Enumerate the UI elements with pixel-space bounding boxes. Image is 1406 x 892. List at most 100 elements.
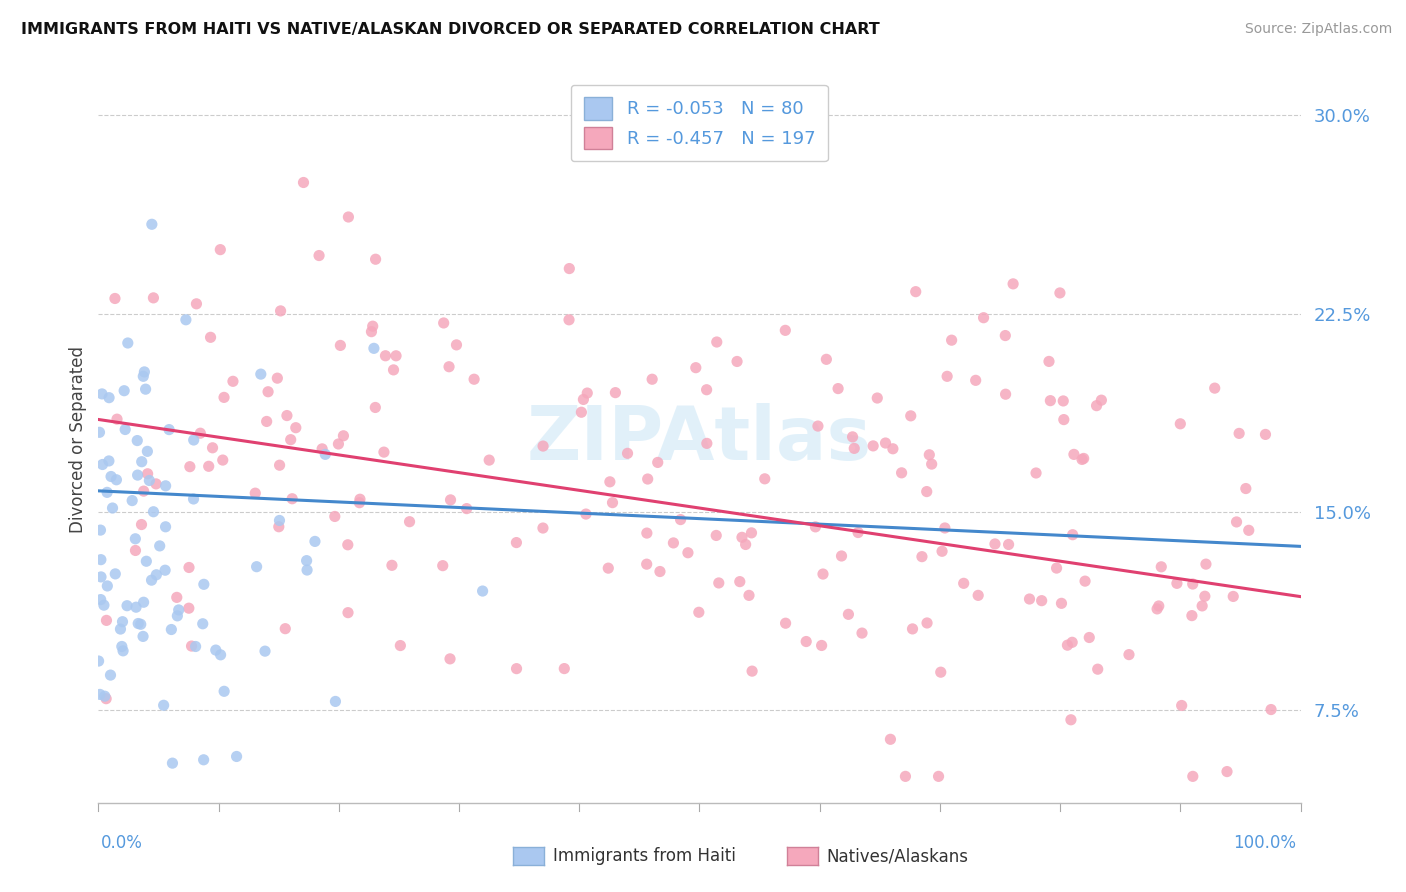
Point	[193, 577, 215, 591]
Point	[132, 629, 155, 643]
Point	[439, 492, 461, 507]
Point	[336, 538, 359, 552]
Point	[89, 687, 111, 701]
Point	[314, 447, 336, 461]
Point	[662, 536, 685, 550]
Point	[706, 334, 728, 349]
Point	[553, 662, 575, 676]
Point	[166, 591, 188, 605]
Point	[111, 640, 134, 654]
Point	[135, 382, 157, 396]
Point	[276, 409, 298, 423]
Point	[1181, 769, 1204, 783]
Point	[115, 599, 138, 613]
Point	[166, 608, 188, 623]
Point	[157, 423, 180, 437]
Point	[827, 382, 849, 396]
Point	[921, 457, 943, 471]
Point	[329, 338, 352, 352]
Point	[311, 442, 333, 456]
Point	[1260, 702, 1282, 716]
Point	[246, 559, 269, 574]
Text: 0.0%: 0.0%	[101, 834, 143, 852]
Point	[807, 419, 830, 434]
Point	[775, 616, 797, 631]
Point	[1060, 713, 1083, 727]
Point	[890, 466, 912, 480]
Point	[361, 319, 384, 334]
Text: Source: ZipAtlas.com: Source: ZipAtlas.com	[1244, 22, 1392, 37]
Point	[862, 439, 884, 453]
Point	[136, 444, 159, 458]
Point	[811, 567, 834, 582]
Point	[325, 694, 347, 708]
Point	[997, 537, 1019, 551]
Point	[308, 248, 330, 262]
Point	[738, 588, 761, 602]
Point	[104, 292, 127, 306]
Point	[131, 455, 153, 469]
Point	[188, 426, 211, 441]
Point	[132, 369, 155, 384]
Point	[616, 446, 638, 460]
Point	[1078, 631, 1101, 645]
Point	[598, 561, 620, 575]
Point	[901, 622, 924, 636]
Point	[437, 359, 460, 374]
Point	[432, 558, 454, 573]
Point	[841, 430, 863, 444]
Point	[332, 429, 354, 443]
Point	[280, 433, 302, 447]
Point	[1168, 417, 1191, 431]
Point	[267, 520, 290, 534]
Point	[1087, 662, 1109, 676]
Point	[1062, 635, 1084, 649]
Point	[381, 558, 404, 573]
Point	[1234, 482, 1257, 496]
Point	[149, 539, 172, 553]
Point	[1053, 412, 1076, 426]
Point	[1181, 608, 1204, 623]
Point	[281, 491, 304, 506]
Point	[851, 626, 873, 640]
Point	[117, 336, 139, 351]
Point	[100, 668, 122, 682]
Point	[1062, 527, 1084, 541]
Point	[212, 390, 235, 404]
Point	[110, 622, 132, 636]
Point	[1194, 589, 1216, 603]
Point	[1002, 277, 1025, 291]
Point	[269, 458, 291, 473]
Point	[1204, 381, 1226, 395]
Point	[952, 576, 974, 591]
Point	[572, 392, 595, 407]
Point	[636, 557, 658, 571]
Point	[179, 459, 201, 474]
Point	[915, 615, 938, 630]
Point	[478, 453, 501, 467]
Point	[599, 475, 621, 489]
Point	[1049, 285, 1071, 300]
Point	[364, 252, 387, 267]
Point	[696, 436, 718, 450]
Point	[605, 385, 627, 400]
Point	[1063, 447, 1085, 461]
Point	[398, 515, 420, 529]
Point	[284, 420, 307, 434]
Point	[728, 574, 751, 589]
Text: IMMIGRANTS FROM HAITI VS NATIVE/ALASKAN DIVORCED OR SEPARATED CORRELATION CHART: IMMIGRANTS FROM HAITI VS NATIVE/ALASKAN …	[21, 22, 880, 37]
Point	[775, 323, 797, 337]
Point	[337, 210, 360, 224]
Point	[183, 433, 205, 447]
Point	[100, 469, 122, 483]
Point	[846, 525, 869, 540]
Text: 100.0%: 100.0%	[1233, 834, 1296, 852]
Point	[894, 769, 917, 783]
Point	[915, 484, 938, 499]
Point	[558, 261, 581, 276]
Point	[810, 639, 832, 653]
Point	[101, 501, 124, 516]
Point	[90, 570, 112, 584]
Point	[373, 445, 395, 459]
Point	[1071, 452, 1094, 467]
